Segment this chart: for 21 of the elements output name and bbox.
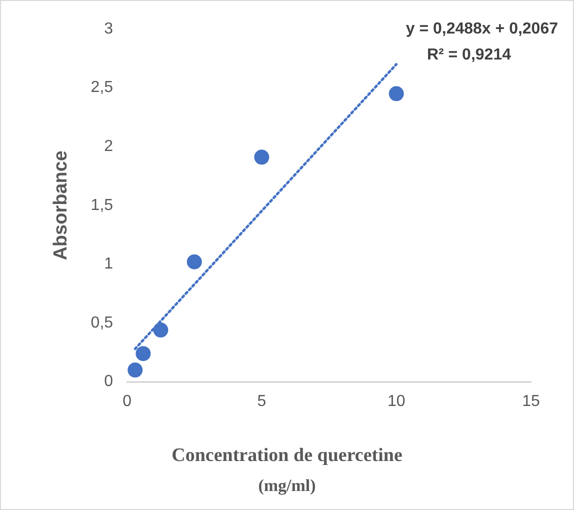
point bbox=[388, 86, 404, 102]
y-tick-label: 0,5 bbox=[90, 314, 114, 332]
y-tick-label: 2 bbox=[104, 138, 114, 156]
point bbox=[136, 346, 151, 362]
y-tick-label: 3 bbox=[104, 20, 114, 38]
x-tick-label: 0 bbox=[122, 392, 132, 410]
y-axis-title: Absorbance bbox=[50, 150, 72, 260]
x-tick-label: 5 bbox=[257, 392, 266, 410]
point bbox=[128, 362, 143, 378]
annotation: R² = 0,9214 bbox=[426, 46, 512, 64]
x-tick-label: 15 bbox=[522, 392, 540, 410]
y-tick-label: 2,5 bbox=[90, 79, 114, 96]
x-axis-title: Concentration de quercetine (mg/ml) bbox=[170, 444, 404, 497]
point bbox=[186, 254, 202, 270]
annotation: y = 0,2488x + 0,2067 bbox=[406, 20, 558, 38]
y-tick-label: 1,5 bbox=[90, 196, 114, 214]
y-tick-label: 1 bbox=[104, 256, 114, 273]
y-tick-label: 0 bbox=[104, 373, 114, 390]
point bbox=[254, 150, 270, 165]
x-tick-label: 10 bbox=[387, 392, 406, 410]
point bbox=[153, 322, 168, 338]
